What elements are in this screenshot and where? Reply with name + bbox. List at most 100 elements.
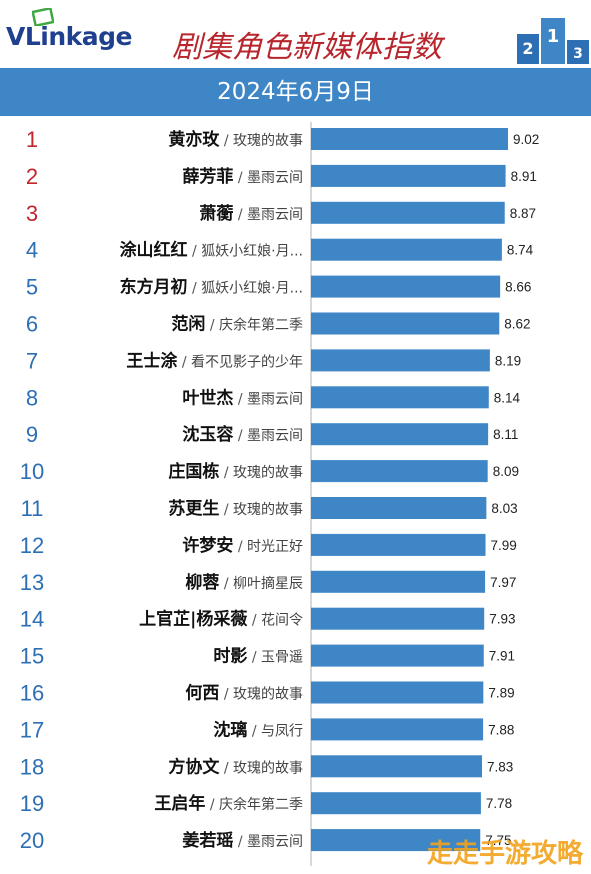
rank-number: 5 [26,275,38,300]
bar-value-label: 7.78 [486,796,512,811]
bar [311,386,489,409]
rank-number: 10 [20,459,44,484]
bar-value-label: 7.99 [491,538,517,553]
date-band: 2024年6月9日 [0,68,591,116]
drama-name: 墨雨云间 [247,834,303,850]
chart-date: 2024年6月9日 [217,79,374,105]
label-separator: / [219,687,233,703]
row-label: 何西 / 玫瑰的故事 [185,683,303,704]
bar [311,533,486,556]
bar-value-label: 8.87 [510,206,536,221]
row-label: 时影 / 玉骨遥 [213,647,303,667]
rank-number: 7 [26,348,38,373]
label-separator: / [177,354,191,370]
rank-number: 14 [20,607,44,632]
watermark: 走走手游攻略 [426,839,583,869]
bar-value-label: 8.09 [493,464,519,479]
ranking-bar-chart: 1 黄亦玫 / 玫瑰的故事 9.02 2 薛芳菲 / 墨雨云间 8.91 3 萧蘅 / 墨雨云… [20,122,539,866]
drama-name: 看不见影子的少年 [191,354,303,370]
label-separator: / [233,170,247,186]
bar-value-label: 8.74 [507,243,534,258]
rank-number: 4 [26,238,38,263]
row-label: 黄亦玫 / 玫瑰的故事 [168,129,303,150]
bar [311,644,484,667]
bar [311,829,481,852]
rank-number: 1 [26,127,38,152]
label-separator: / [188,244,202,260]
character-name: 王启年 [154,793,205,814]
label-separator: / [233,391,247,407]
rank-number: 20 [20,828,44,853]
character-name: 王士涂 [126,350,178,371]
rank-number: 8 [26,385,38,410]
row-label: 薛芳菲 / 墨雨云间 [182,166,303,187]
label-separator: / [247,613,261,629]
bar-value-label: 8.91 [511,169,537,184]
row-label: 姜若瑶 / 墨雨云间 [182,830,303,851]
character-name: 薛芳菲 [182,166,233,187]
label-separator: / [205,318,219,334]
brand-logo: VLinkage [6,22,133,51]
label-separator: / [219,760,233,776]
drama-name: 庆余年第二季 [219,796,303,813]
bar-value-label: 7.97 [490,575,516,590]
label-separator: / [219,465,233,481]
drama-name: 柳叶摘星辰 [233,575,303,592]
bar [311,718,484,741]
label-separator: / [219,576,233,592]
character-name: 涂山红红 [120,240,188,261]
drama-name: 庆余年第二季 [219,317,303,334]
label-separator: / [219,502,233,518]
label-separator: / [205,797,219,813]
row-label: 东方月初 / 狐妖小红娘·月... [120,277,303,298]
podium-number-3: 3 [573,46,583,62]
rank-number: 6 [26,312,38,337]
bar-value-label: 7.83 [487,759,513,774]
rank-number: 13 [20,570,44,595]
rank-number: 11 [21,496,44,521]
row-label: 柳蓉 / 柳叶摘星辰 [185,572,303,593]
bar-value-label: 8.19 [495,353,521,368]
drama-name: 与凤行 [261,723,303,739]
bar-value-label: 8.14 [494,390,521,405]
bar-value-label: 8.62 [504,317,530,332]
bar-value-label: 7.89 [488,686,514,701]
rank-number: 15 [20,644,44,669]
bar [311,681,484,704]
drama-name: 墨雨云间 [247,170,303,186]
bar [311,497,487,519]
label-separator: / [247,650,261,666]
drama-name: 时光正好 [247,539,303,555]
character-name: 苏更生 [168,498,219,519]
bar [311,792,481,815]
character-name: 庄国栋 [168,461,219,482]
character-name: 黄亦玫 [168,129,220,150]
drama-name: 玫瑰的故事 [233,760,303,776]
row-label: 范闲 / 庆余年第二季 [171,314,303,335]
label-separator: / [233,539,247,555]
row-label: 涂山红红 / 狐妖小红娘·月... [120,240,303,261]
bar-value-label: 7.75 [485,833,511,848]
row-label: 沈璃 / 与凤行 [213,719,303,740]
bar-value-label: 8.66 [505,280,531,295]
row-label: 许梦安 / 时光正好 [182,535,303,556]
bar-value-label: 9.02 [513,132,539,147]
drama-name: 玫瑰的故事 [233,502,303,518]
character-name: 方协文 [168,756,220,777]
label-separator: / [233,207,247,223]
drama-name: 玉骨遥 [261,650,303,666]
header: VLinkage 剧集角色新媒体指数 2 1 3 [0,0,591,68]
bar [311,570,486,593]
row-label: 方协文 / 玫瑰的故事 [168,756,303,777]
bar-value-label: 7.88 [488,722,514,737]
row-label: 沈玉容 / 墨雨云间 [182,424,303,445]
character-name: 沈玉容 [182,424,233,445]
row-label: 上官芷|杨采薇 / 花间令 [139,609,303,630]
drama-name: 玫瑰的故事 [233,687,303,703]
character-name: 范闲 [171,314,205,335]
row-label: 庄国栋 / 玫瑰的故事 [168,461,303,482]
bar [311,349,490,372]
rank-number: 2 [26,164,38,189]
row-label: 苏更生 / 玫瑰的故事 [168,498,303,519]
character-name: 姜若瑶 [182,830,233,851]
